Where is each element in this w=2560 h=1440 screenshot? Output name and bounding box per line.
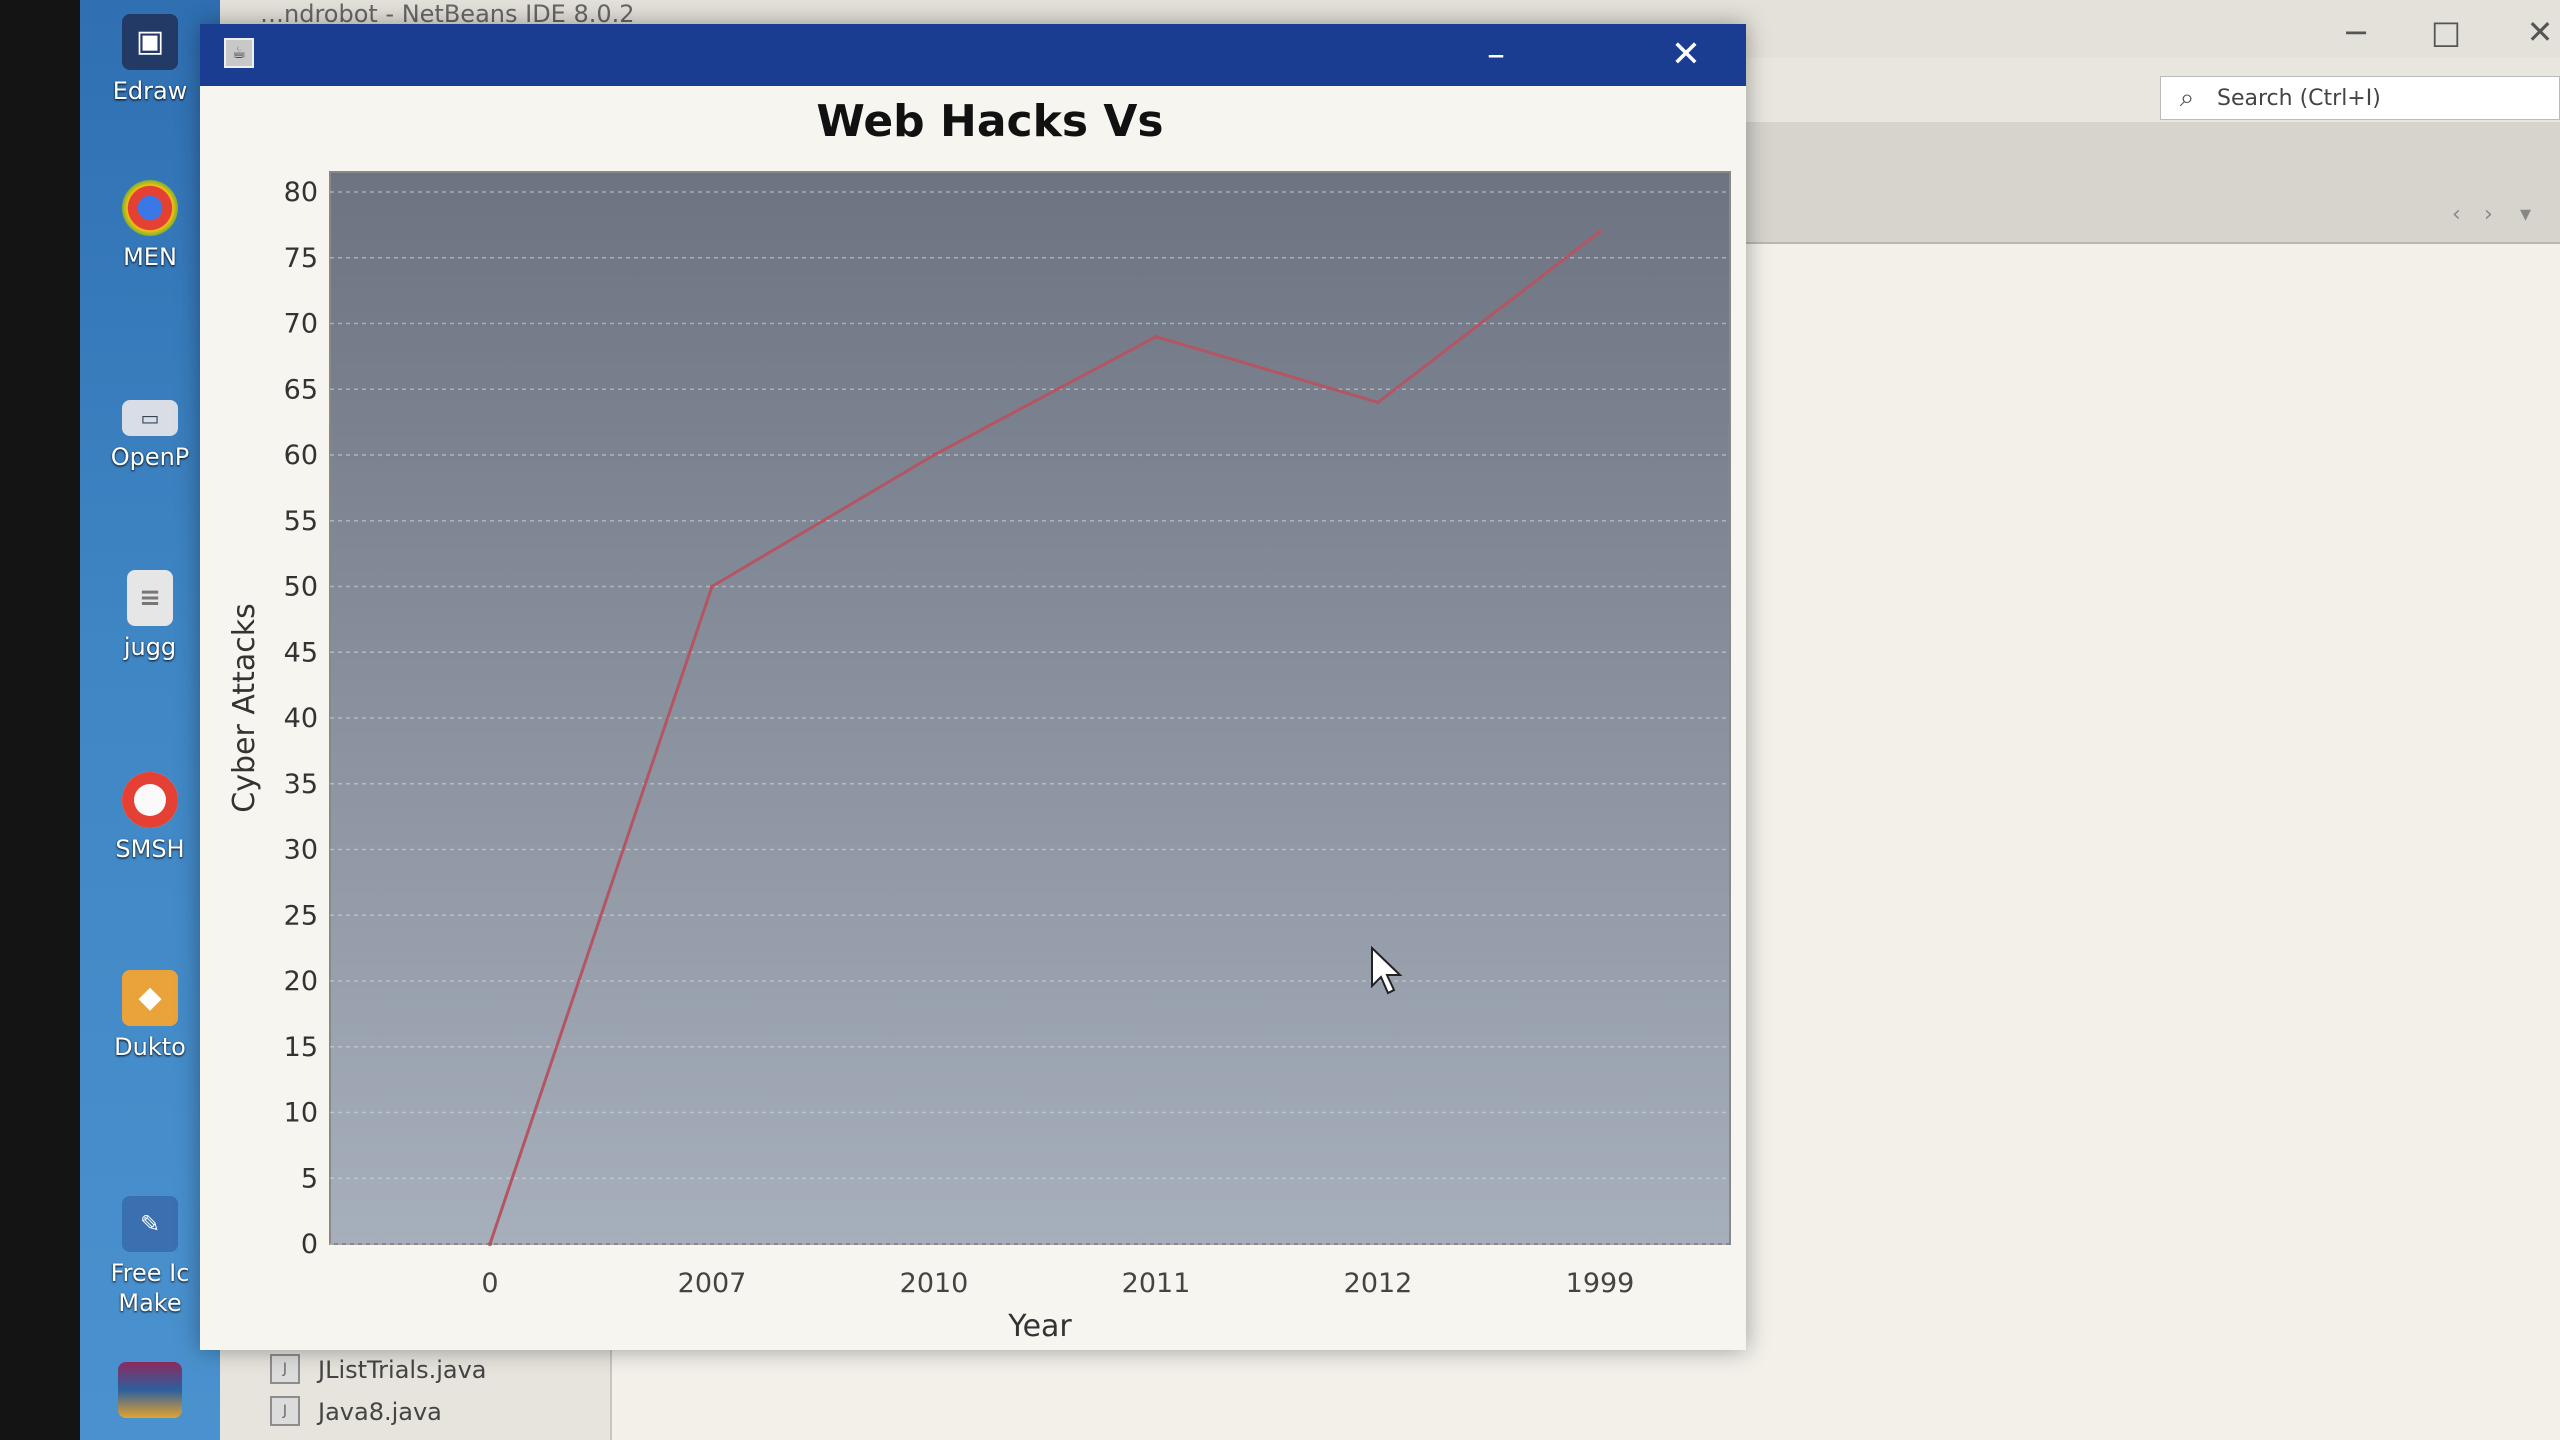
plot-area [329, 171, 1731, 1245]
grid-lines [330, 191, 1730, 1245]
y-tick-label: 35 [284, 769, 318, 800]
y-tick-label: 5 [301, 1163, 318, 1194]
x-tick-label: 0 [481, 1268, 498, 1299]
desktop-icon-document[interactable]: ≡ jugg [80, 570, 220, 662]
file-name: Java8.java [318, 1398, 442, 1426]
edraw-icon: ▣ [122, 14, 178, 70]
ide-search-box[interactable]: ⌕ Search (Ctrl+I) [2160, 76, 2560, 120]
projects-panel: J JListTrials.java J Java8.java [220, 1340, 612, 1440]
data-point [1598, 229, 1602, 234]
x-axis-label: Year [1007, 1309, 1072, 1344]
data-point [1376, 400, 1380, 405]
series-line [488, 230, 1601, 1245]
series-lines [488, 229, 1602, 1246]
search-icon[interactable]: ⌕ [2179, 83, 2195, 113]
y-tick-label: 40 [284, 703, 318, 734]
y-tick-label: 70 [284, 309, 318, 340]
desktop-icon-openproject[interactable]: ▭ OpenP [80, 400, 220, 472]
x-tick-label: 2007 [678, 1268, 747, 1299]
x-tick-label: 2011 [1122, 1268, 1191, 1299]
mouse-cursor-icon [1371, 946, 1403, 995]
document-icon: ≡ [127, 570, 173, 626]
y-tick-label: 50 [284, 572, 318, 603]
openproject-icon: ▭ [122, 400, 178, 436]
chart-title: Web Hacks Vs [816, 96, 1163, 147]
desktop-icon-label: Free Ic Make [110, 1259, 190, 1317]
dukto-icon: ◆ [122, 970, 178, 1026]
y-axis-label: Cyber Attacks [227, 603, 262, 812]
x-axis: 0 2007 2010 2011 2012 1999 [481, 1268, 1634, 1299]
java-file-icon: J [270, 1396, 300, 1426]
x-tick-label: 2012 [1344, 1268, 1413, 1299]
java-file-icon: J [270, 1354, 300, 1384]
chrome-shortcut-icon [122, 772, 178, 828]
desktop-icon-label: jugg [123, 633, 177, 661]
java-app-icon: ☕ [224, 38, 254, 68]
free-icon-maker-icon: ✎ [122, 1196, 178, 1252]
ide-title: …ndrobot - NetBeans IDE 8.0.2 [260, 0, 635, 28]
y-tick-label: 0 [301, 1229, 318, 1260]
line-chart: Web Hacks Vs 0 5 10 15 20 25 30 35 40 45 50 55 60 65 7… [227, 96, 1731, 1344]
desktop-icon-label: OpenP [110, 443, 190, 471]
desktop-icon-label: Edraw [112, 77, 188, 105]
y-tick-label: 45 [284, 637, 318, 668]
x-tick-label: 2010 [900, 1268, 969, 1299]
desktop-icon-label: Dukto [114, 1033, 186, 1061]
chrome-icon [122, 180, 178, 236]
y-tick-label: 20 [284, 966, 318, 997]
winrar-icon [118, 1362, 182, 1418]
desktop-icon-strip: ▣ Edraw MEN ▭ OpenP ≡ jugg SMSH ◆ Dukto … [80, 0, 220, 1440]
chevron-down-icon[interactable]: ▾ [2520, 202, 2532, 227]
desktop-icon-edraw[interactable]: ▣ Edraw [80, 14, 220, 106]
y-tick-label: 55 [284, 506, 318, 537]
y-tick-label: 60 [284, 440, 318, 471]
ide-minimize-button[interactable]: − [2342, 13, 2370, 51]
chart-window-titlebar[interactable]: ☕ – ✕ [200, 24, 1746, 86]
desktop-icon-free-icon-maker[interactable]: ✎ Free Ic Make [80, 1196, 220, 1318]
x-tick-label: 1999 [1566, 1268, 1635, 1299]
y-tick-label: 15 [284, 1032, 318, 1063]
data-point [1154, 334, 1158, 339]
desktop-icon-label: MEN [123, 243, 177, 271]
y-axis: 0 5 10 15 20 25 30 35 40 45 50 55 60 65 70 75 80 [284, 177, 318, 1260]
y-tick-label: 30 [284, 835, 318, 866]
data-point [710, 584, 714, 589]
y-tick-label: 65 [284, 374, 318, 405]
desktop-icon-dukto[interactable]: ◆ Dukto [80, 970, 220, 1062]
chevron-left-icon[interactable]: ‹ [2452, 202, 2461, 227]
desktop-icon-winrar[interactable] [80, 1362, 220, 1418]
data-point [932, 453, 936, 457]
y-tick-label: 75 [284, 243, 318, 274]
y-tick-label: 25 [284, 900, 318, 931]
ide-close-button[interactable]: ✕ [2526, 13, 2554, 51]
desktop-icon-chrome-shortcut[interactable]: SMSH [80, 772, 220, 864]
close-button[interactable]: ✕ [1670, 34, 1702, 75]
minimize-button[interactable]: – [1487, 34, 1505, 75]
data-point [488, 1242, 492, 1246]
chart-window: ☕ – ✕ Web Hacks Vs 0 5 10 15 20 25 30 35 40 45 50 5… [200, 24, 1746, 1350]
y-tick-label: 10 [284, 1098, 318, 1129]
search-input[interactable]: Search (Ctrl+I) [2217, 86, 2381, 111]
chevron-right-icon[interactable]: › [2484, 202, 2493, 227]
desktop-icon-chrome[interactable]: MEN [80, 180, 220, 272]
file-name: JListTrials.java [318, 1356, 487, 1384]
y-tick-label: 80 [284, 177, 318, 208]
desktop-icon-label: SMSH [115, 835, 185, 863]
screen-bezel [0, 0, 80, 1440]
ide-maximize-button[interactable]: □ [2430, 13, 2462, 51]
